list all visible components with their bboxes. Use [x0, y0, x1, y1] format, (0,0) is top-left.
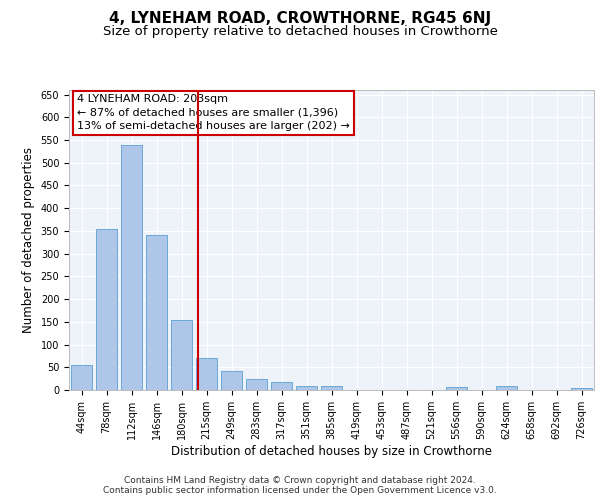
Text: Contains HM Land Registry data © Crown copyright and database right 2024.: Contains HM Land Registry data © Crown c…: [124, 476, 476, 485]
Text: Contains public sector information licensed under the Open Government Licence v3: Contains public sector information licen…: [103, 486, 497, 495]
Bar: [71, 365, 92, 390]
Bar: [571, 388, 592, 390]
Bar: [246, 378, 267, 390]
Y-axis label: Number of detached properties: Number of detached properties: [22, 147, 35, 333]
Bar: [221, 371, 242, 390]
Bar: [171, 320, 192, 390]
Bar: [146, 236, 167, 390]
Bar: [96, 228, 117, 390]
X-axis label: Distribution of detached houses by size in Crowthorne: Distribution of detached houses by size …: [171, 444, 492, 458]
Text: Size of property relative to detached houses in Crowthorne: Size of property relative to detached ho…: [103, 25, 497, 38]
Bar: [121, 144, 142, 390]
Bar: [321, 386, 342, 390]
Bar: [496, 386, 517, 390]
Text: 4, LYNEHAM ROAD, CROWTHORNE, RG45 6NJ: 4, LYNEHAM ROAD, CROWTHORNE, RG45 6NJ: [109, 11, 491, 26]
Bar: [296, 386, 317, 390]
Text: 4 LYNEHAM ROAD: 203sqm
← 87% of detached houses are smaller (1,396)
13% of semi-: 4 LYNEHAM ROAD: 203sqm ← 87% of detached…: [77, 94, 350, 131]
Bar: [196, 358, 217, 390]
Bar: [446, 388, 467, 390]
Bar: [271, 382, 292, 390]
